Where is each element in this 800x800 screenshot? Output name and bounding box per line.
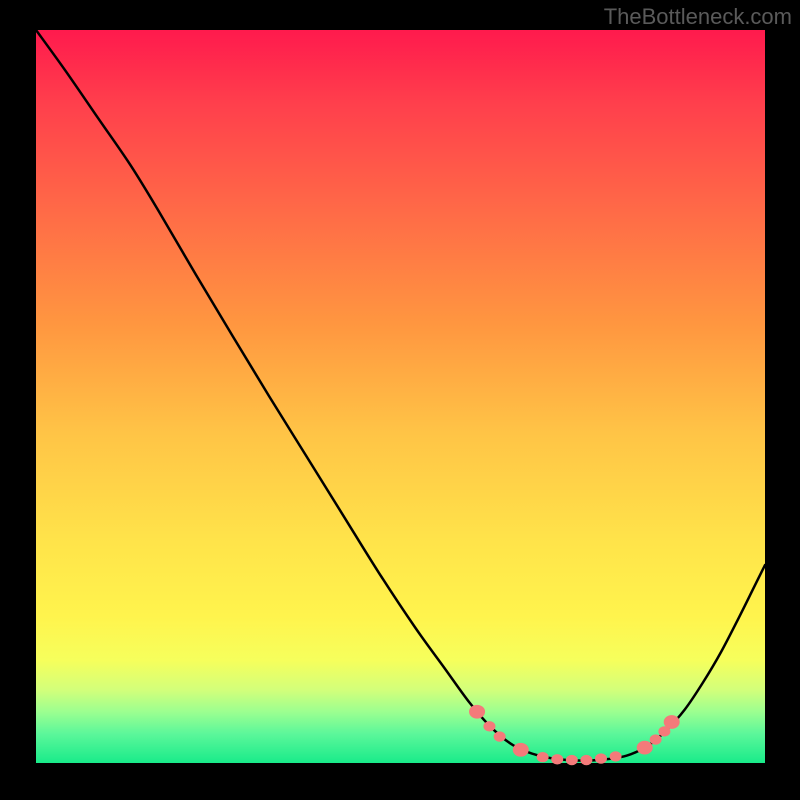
marker-point	[659, 727, 670, 736]
marker-point	[610, 752, 621, 761]
marker-point	[581, 755, 592, 764]
marker-point	[552, 755, 563, 764]
marker-point	[513, 743, 528, 756]
marker-points	[470, 705, 680, 764]
plot-svg	[36, 30, 765, 763]
marker-point	[637, 741, 652, 754]
marker-point	[537, 752, 548, 761]
marker-point	[484, 722, 495, 731]
chart-container: TheBottleneck.com	[0, 0, 800, 800]
marker-point	[650, 735, 661, 744]
plot-area	[36, 30, 765, 763]
marker-point	[595, 754, 606, 763]
marker-point	[664, 716, 679, 729]
watermark-text: TheBottleneck.com	[604, 4, 792, 30]
marker-point	[470, 705, 485, 718]
bottleneck-curve	[36, 30, 765, 761]
marker-point	[566, 755, 577, 764]
marker-point	[494, 732, 505, 741]
